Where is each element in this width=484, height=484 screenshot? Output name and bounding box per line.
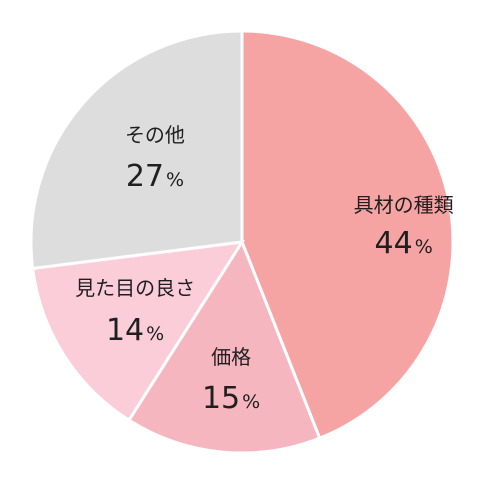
slice-value-1: 15% xyxy=(202,381,260,416)
slice-label-1: 価格 xyxy=(211,345,251,369)
slice-value-number-0: 44 xyxy=(375,226,413,261)
slice-value-number-1: 15 xyxy=(202,381,240,416)
pie-slice-2 xyxy=(30,240,245,423)
slice-label-3: その他 xyxy=(125,123,185,147)
pie-slice-3 xyxy=(29,29,244,271)
slice-value-number-2: 14 xyxy=(106,313,144,348)
slice-value-number-3: 27 xyxy=(126,159,164,194)
slice-value-unit-3: % xyxy=(166,169,184,191)
slice-value-3: 27% xyxy=(126,159,184,194)
labels-layer: 具材の種類 44 % 価格 15 % 見た目の良さ 14 % その他 27% xyxy=(75,123,454,416)
slice-label-2: 見た目の良さ xyxy=(75,276,195,300)
slice-value-0: 44% xyxy=(375,226,433,261)
pie-slice-0 xyxy=(240,29,455,441)
slice-value-unit-0: % xyxy=(415,236,433,258)
slice-value-unit-2: % xyxy=(146,323,164,345)
slice-value-unit-1: % xyxy=(242,391,260,413)
slice-label-0: 具材の種類 xyxy=(354,193,454,217)
pie-slice-1 xyxy=(126,238,322,455)
slice-value-2: 14% xyxy=(106,313,164,348)
slices-layer xyxy=(29,29,455,455)
